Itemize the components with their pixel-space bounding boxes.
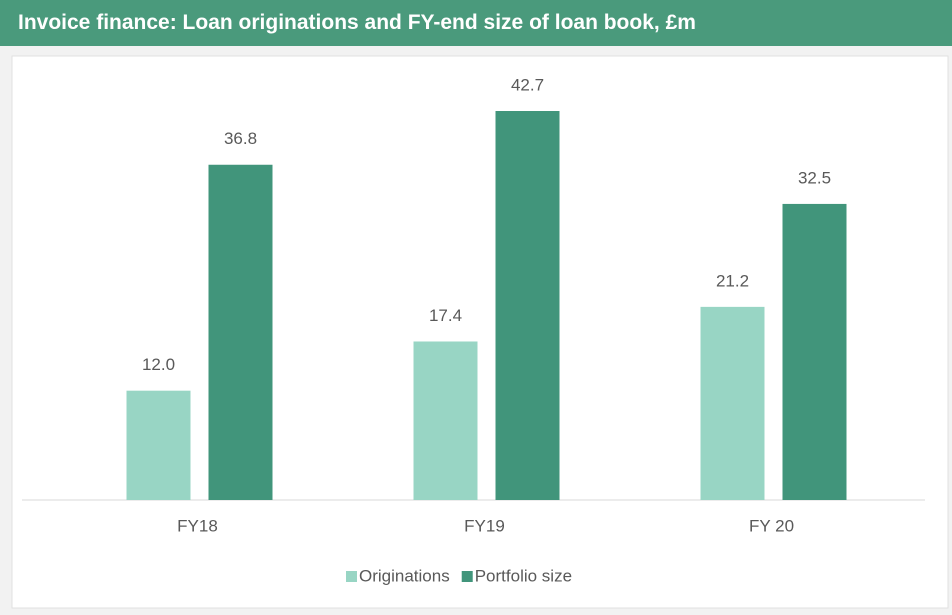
bar [495,111,560,501]
legend-swatch [461,571,473,582]
data-label: 36.8 [224,129,257,148]
legend-swatch [346,571,357,582]
bar [208,164,273,500]
chart-title: Invoice finance: Loan originations and F… [0,0,952,46]
x-tick-label: FY18 [177,516,218,535]
data-label: 21.2 [716,271,749,290]
x-tick-label: FY19 [464,516,505,535]
data-label: 42.7 [511,75,544,94]
data-label: 12.0 [142,355,175,374]
data-label: 17.4 [429,306,462,325]
bar [413,341,478,500]
bar [700,306,765,500]
bar [782,203,847,501]
legend-label: Originations [359,566,450,585]
legend-label: Portfolio size [475,566,572,585]
data-label: 32.5 [798,168,831,187]
bar [126,390,191,500]
x-tick-label: FY 20 [749,516,794,535]
